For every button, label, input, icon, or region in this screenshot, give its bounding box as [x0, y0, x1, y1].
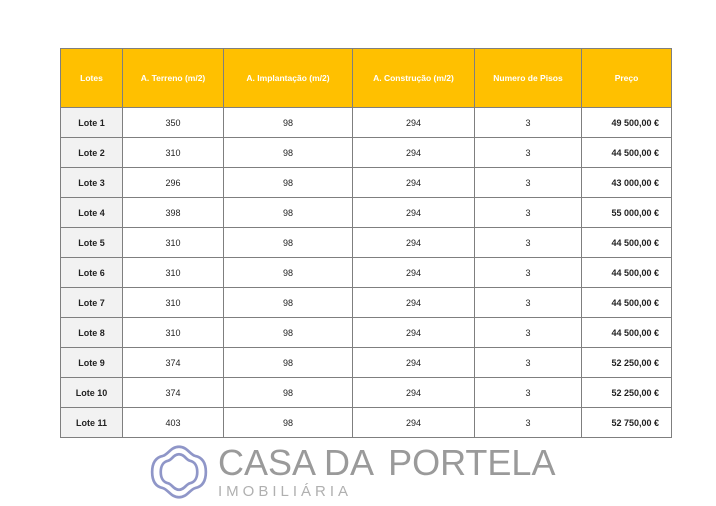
table-row: Lote 2 310 98 294 3 44 500,00 €: [60, 137, 672, 168]
table-cell: 310: [122, 137, 224, 168]
column-header: A. Implantação (m/2): [223, 48, 353, 108]
table-cell: Lote 11: [60, 407, 123, 438]
table-cell: 98: [223, 227, 353, 258]
logo-text-line1: CASA DA: [218, 442, 375, 483]
table-cell: 310: [122, 257, 224, 288]
table-row: Lote 8 310 98 294 3 44 500,00 €: [60, 317, 672, 348]
lots-table: Lotes A. Terreno (m/2) A. Implantação (m/2…: [60, 48, 672, 438]
table-cell: 294: [352, 257, 475, 288]
table-cell: 3: [474, 407, 582, 438]
table-cell: 98: [223, 347, 353, 378]
column-header: Numero de Pisos: [474, 48, 582, 108]
table-cell: Lote 3: [60, 167, 123, 198]
table-cell: 98: [223, 107, 353, 138]
table-cell: 98: [223, 137, 353, 168]
column-header: A. Construção (m/2): [352, 48, 475, 108]
table-cell: 3: [474, 197, 582, 228]
table-cell: Lote 9: [60, 347, 123, 378]
table-cell: 294: [352, 167, 475, 198]
table-cell: 43 000,00 €: [581, 167, 672, 198]
table-cell: Lote 5: [60, 227, 123, 258]
table-cell: 294: [352, 107, 475, 138]
table-cell: 294: [352, 227, 475, 258]
table-cell: 310: [122, 287, 224, 318]
table-cell: 98: [223, 407, 353, 438]
table-cell: 44 500,00 €: [581, 137, 672, 168]
table-cell: 3: [474, 167, 582, 198]
table-cell: 98: [223, 287, 353, 318]
table-cell: 52 250,00 €: [581, 377, 672, 408]
table-cell: 398: [122, 197, 224, 228]
table-cell: Lote 4: [60, 197, 123, 228]
table-cell: Lote 10: [60, 377, 123, 408]
table-cell: 3: [474, 137, 582, 168]
table-row: Lote 6 310 98 294 3 44 500,00 €: [60, 257, 672, 288]
table-cell: 3: [474, 227, 582, 258]
column-header: Lotes: [60, 48, 123, 108]
table-cell: 294: [352, 377, 475, 408]
table-cell: 294: [352, 137, 475, 168]
table-cell: 374: [122, 347, 224, 378]
table-cell: Lote 7: [60, 287, 123, 318]
logo-text-line3: IMOBILIÁRIA: [218, 483, 353, 500]
table-cell: 44 500,00 €: [581, 227, 672, 258]
table-cell: Lote 2: [60, 137, 123, 168]
table-cell: 403: [122, 407, 224, 438]
table-cell: Lote 6: [60, 257, 123, 288]
table-cell: 49 500,00 €: [581, 107, 672, 138]
logo-text: CASA DA PORTELA IMOBILIÁRIA: [218, 443, 555, 501]
column-header: Preço: [581, 48, 672, 108]
table-cell: 98: [223, 197, 353, 228]
table-cell: 294: [352, 317, 475, 348]
logo-text-line2: PORTELA: [388, 442, 556, 483]
table-cell: 44 500,00 €: [581, 287, 672, 318]
logo-mark-icon: [150, 445, 208, 499]
table-row: Lote 10 374 98 294 3 52 250,00 €: [60, 377, 672, 408]
table-cell: 98: [223, 317, 353, 348]
table-cell: 374: [122, 377, 224, 408]
table-cell: 294: [352, 287, 475, 318]
table-cell: 3: [474, 287, 582, 318]
table-cell: 98: [223, 167, 353, 198]
table-cell: Lote 8: [60, 317, 123, 348]
table-cell: 294: [352, 197, 475, 228]
table-cell: 3: [474, 107, 582, 138]
column-header: A. Terreno (m/2): [122, 48, 224, 108]
watermark-logo: CASA DA PORTELA IMOBILIÁRIA: [150, 441, 555, 503]
table-cell: 294: [352, 407, 475, 438]
table-cell: 98: [223, 257, 353, 288]
table-row: Lote 1 350 98 294 3 49 500,00 €: [60, 107, 672, 138]
table-cell: 3: [474, 257, 582, 288]
header-row: Lotes A. Terreno (m/2) A. Implantação (m/2…: [60, 48, 672, 108]
table-row: Lote 11 403 98 294 3 52 750,00 €: [60, 407, 672, 438]
table-cell: 3: [474, 317, 582, 348]
table-row: Lote 3 296 98 294 3 43 000,00 €: [60, 167, 672, 198]
table-cell: 350: [122, 107, 224, 138]
table-cell: Lote 1: [60, 107, 123, 138]
table-row: Lote 9 374 98 294 3 52 250,00 €: [60, 347, 672, 378]
table-cell: 98: [223, 377, 353, 408]
table-cell: 55 000,00 €: [581, 197, 672, 228]
table-cell: 52 250,00 €: [581, 347, 672, 378]
table-row: Lote 5 310 98 294 3 44 500,00 €: [60, 227, 672, 258]
table-cell: 310: [122, 317, 224, 348]
table-cell: 44 500,00 €: [581, 317, 672, 348]
table-cell: 310: [122, 227, 224, 258]
table-cell: 296: [122, 167, 224, 198]
table-cell: 3: [474, 347, 582, 378]
table-row: Lote 7 310 98 294 3 44 500,00 €: [60, 287, 672, 318]
table-cell: 3: [474, 377, 582, 408]
table-cell: 52 750,00 €: [581, 407, 672, 438]
table-cell: 44 500,00 €: [581, 257, 672, 288]
table-row: Lote 4 398 98 294 3 55 000,00 €: [60, 197, 672, 228]
table-cell: 294: [352, 347, 475, 378]
